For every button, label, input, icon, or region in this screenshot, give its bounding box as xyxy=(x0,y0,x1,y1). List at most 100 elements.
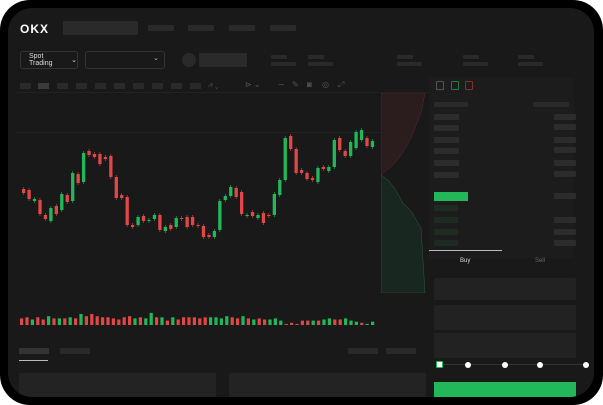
candle[interactable] xyxy=(327,167,331,171)
candle[interactable] xyxy=(338,138,342,150)
candle[interactable] xyxy=(76,174,80,183)
candle[interactable] xyxy=(22,189,26,193)
candle[interactable] xyxy=(321,167,326,169)
candlestick-chart[interactable] xyxy=(8,8,594,338)
candle[interactable] xyxy=(283,138,287,180)
pencil-icon[interactable]: ✎ xyxy=(292,80,299,89)
nav-item[interactable] xyxy=(270,25,296,31)
candle[interactable] xyxy=(147,220,151,221)
slider-track[interactable] xyxy=(438,364,586,365)
pair-dropdown[interactable]: ⌄ xyxy=(85,51,165,69)
candle[interactable] xyxy=(272,194,276,215)
candle[interactable] xyxy=(185,217,189,227)
okx-logo[interactable]: OKX xyxy=(20,22,50,36)
candle[interactable] xyxy=(223,196,227,200)
candle[interactable] xyxy=(141,216,146,221)
timeframe-button[interactable] xyxy=(38,83,49,89)
candle[interactable] xyxy=(71,173,75,201)
candle[interactable] xyxy=(32,199,37,201)
candle[interactable] xyxy=(316,168,320,182)
candle[interactable] xyxy=(207,235,211,237)
orderbook-bids-icon[interactable] xyxy=(451,81,459,90)
nav-item[interactable] xyxy=(229,25,255,31)
nav-item[interactable] xyxy=(188,25,214,31)
tab-order-history[interactable] xyxy=(60,348,90,354)
tab-open-orders[interactable] xyxy=(19,348,49,354)
timeframe-button[interactable] xyxy=(57,83,68,89)
candle[interactable] xyxy=(169,225,173,229)
total-input[interactable] xyxy=(434,333,576,358)
orderbook-both-icon[interactable] xyxy=(436,81,444,90)
candle[interactable] xyxy=(294,149,298,173)
candle[interactable] xyxy=(256,215,260,218)
candle[interactable] xyxy=(174,218,178,227)
candle[interactable] xyxy=(278,180,282,195)
indicator-icon[interactable]: ⩘ ⌄ xyxy=(208,80,219,89)
candle[interactable] xyxy=(245,215,249,216)
candle[interactable] xyxy=(365,138,369,146)
candle[interactable] xyxy=(98,154,102,164)
market-type-dropdown[interactable]: Spot Trading ⌄ xyxy=(20,51,78,69)
filter-button[interactable] xyxy=(386,348,416,354)
candle[interactable] xyxy=(60,194,64,210)
candle[interactable] xyxy=(218,201,222,230)
slider-handle[interactable] xyxy=(436,361,443,368)
candle[interactable] xyxy=(240,192,244,214)
timeframe-button[interactable] xyxy=(171,83,182,89)
candle[interactable] xyxy=(354,132,358,148)
slider-stop[interactable] xyxy=(537,362,543,368)
candle[interactable] xyxy=(125,197,129,225)
timeframe-button[interactable] xyxy=(95,83,106,89)
candle[interactable] xyxy=(196,225,200,226)
candle[interactable] xyxy=(92,154,97,157)
candle[interactable] xyxy=(359,130,364,140)
candle[interactable] xyxy=(332,140,336,167)
tab-buy[interactable]: Buy xyxy=(460,258,471,264)
candle[interactable] xyxy=(43,215,48,219)
candle[interactable] xyxy=(136,217,140,225)
settings-icon[interactable]: ◎ xyxy=(322,80,329,89)
candle[interactable] xyxy=(114,177,118,198)
candle[interactable] xyxy=(267,215,271,216)
timeframe-button[interactable] xyxy=(20,83,31,89)
nav-item[interactable] xyxy=(148,25,174,31)
line-icon[interactable]: ∼ xyxy=(278,80,285,89)
candle[interactable] xyxy=(289,136,293,149)
candle[interactable] xyxy=(87,151,91,155)
candle[interactable] xyxy=(120,195,124,198)
timeframe-button[interactable] xyxy=(114,83,125,89)
slider-stop[interactable] xyxy=(465,362,471,368)
price-input[interactable] xyxy=(434,278,576,300)
candle[interactable] xyxy=(190,217,195,225)
candle[interactable] xyxy=(234,188,238,197)
timeframe-button[interactable] xyxy=(152,83,163,89)
candle[interactable] xyxy=(299,170,304,173)
timeframe-button[interactable] xyxy=(190,83,201,89)
candle[interactable] xyxy=(152,215,157,219)
candle[interactable] xyxy=(212,231,217,237)
candle[interactable] xyxy=(305,173,309,179)
candle[interactable] xyxy=(349,142,353,156)
slider-stop[interactable] xyxy=(502,362,508,368)
candle[interactable] xyxy=(229,187,233,196)
filter-button[interactable] xyxy=(348,348,378,354)
candle[interactable] xyxy=(343,151,347,156)
search-input[interactable] xyxy=(63,21,138,35)
candle[interactable] xyxy=(158,215,162,230)
candle[interactable] xyxy=(163,227,167,231)
amount-input[interactable] xyxy=(434,305,576,330)
candle[interactable] xyxy=(201,226,206,237)
candle[interactable] xyxy=(27,190,31,199)
candle[interactable] xyxy=(38,200,42,214)
candle[interactable] xyxy=(310,178,315,180)
candle[interactable] xyxy=(370,141,375,147)
candle[interactable] xyxy=(109,156,113,177)
buy-button[interactable] xyxy=(434,382,576,397)
candle[interactable] xyxy=(131,225,135,227)
timeframe-button[interactable] xyxy=(133,83,144,89)
orderbook-asks-icon[interactable] xyxy=(465,81,473,90)
camera-icon[interactable]: ◙ xyxy=(307,80,312,89)
timeframe-button[interactable] xyxy=(76,83,87,89)
fullscreen-icon[interactable]: ⤢ xyxy=(338,80,345,89)
candle[interactable] xyxy=(49,208,53,221)
